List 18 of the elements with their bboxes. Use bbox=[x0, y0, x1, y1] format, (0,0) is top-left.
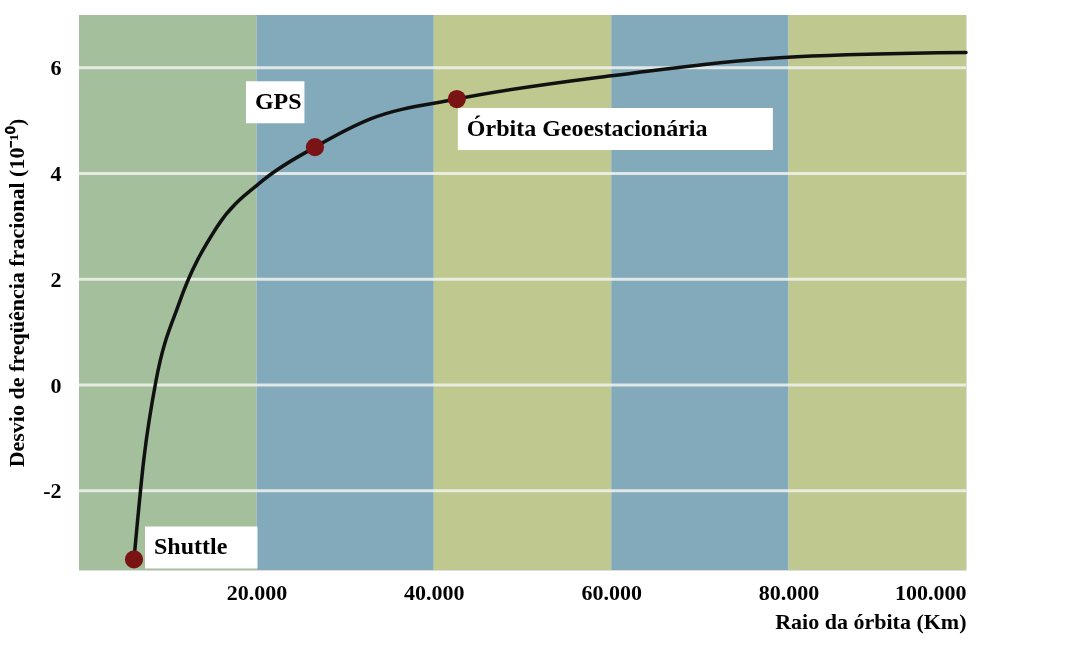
y-tick-label: 4 bbox=[50, 161, 62, 187]
y-axis-title: Desvio de freqüência fracional (10⁻¹⁰) bbox=[4, 118, 30, 468]
x-tick-label: 60.000 bbox=[581, 579, 642, 605]
annotation: GPS bbox=[254, 88, 302, 115]
point bbox=[447, 89, 466, 109]
x-tick-label: 40.000 bbox=[404, 579, 465, 605]
annotation: Shuttle bbox=[153, 533, 228, 560]
x-tick-label: 80.000 bbox=[758, 579, 820, 605]
y-tick-label: 6 bbox=[50, 55, 62, 81]
y-tick-label: 2 bbox=[50, 266, 62, 292]
point bbox=[124, 550, 144, 569]
x-axis-title: Raio da órbita (Km) bbox=[775, 608, 967, 634]
x-tick-label: 100.000 bbox=[895, 579, 967, 605]
annotation: Órbita Geoestacionária bbox=[466, 115, 708, 142]
x-tick-label: 20.000 bbox=[226, 579, 288, 605]
point bbox=[305, 138, 325, 157]
y-tick-label: -2 bbox=[43, 478, 62, 504]
y-tick-label: 0 bbox=[50, 372, 62, 398]
